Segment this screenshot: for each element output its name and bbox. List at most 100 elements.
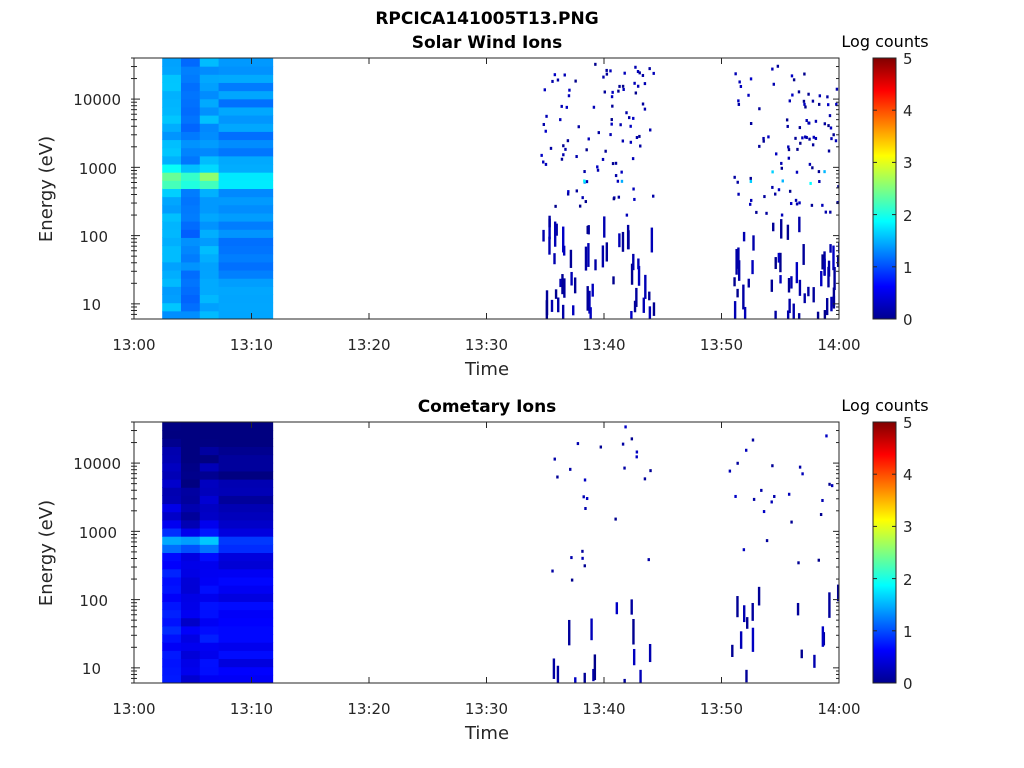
spectrogram-cell — [162, 552, 182, 562]
count-mark — [814, 136, 818, 140]
count-mark — [570, 271, 573, 286]
spectrogram-cell — [181, 229, 201, 238]
spectrogram-cell — [199, 454, 220, 464]
count-mark — [763, 195, 766, 199]
count-mark — [731, 644, 734, 657]
count-mark — [633, 81, 636, 85]
count-mark — [568, 88, 571, 92]
count-mark — [632, 187, 635, 191]
count-mark — [583, 478, 587, 482]
count-mark — [561, 304, 565, 319]
count-mark — [559, 278, 562, 288]
count-mark — [587, 225, 590, 235]
spectrogram-cell — [162, 58, 182, 67]
count-mark — [621, 442, 625, 446]
y-tick-label: 100 — [79, 228, 108, 246]
spectrogram-cell — [181, 430, 201, 439]
count-mark — [609, 69, 612, 73]
spectrogram-cell — [181, 503, 201, 513]
spectrogram-cell — [199, 528, 220, 537]
spectrogram-cell — [162, 180, 182, 189]
count-mark — [800, 649, 803, 659]
panel-solar-wind: Solar Wind Ions 13:00 13:10 13:20 13:30 … — [36, 32, 929, 380]
spectrogram-cell — [162, 430, 182, 439]
spectrogram-cell — [218, 172, 274, 181]
count-mark — [634, 65, 637, 69]
count-mark — [634, 91, 638, 95]
spectrogram-cell — [181, 674, 201, 683]
spectrogram-cell — [181, 560, 201, 570]
count-mark — [751, 260, 754, 275]
count-mark — [638, 71, 641, 75]
spectrogram-cell — [181, 196, 201, 206]
count-mark — [578, 204, 582, 208]
spectrogram-cell — [181, 245, 201, 255]
count-mark — [830, 484, 834, 488]
y-tick-label: 1000 — [79, 160, 117, 178]
count-mark — [603, 90, 606, 94]
count-mark — [770, 500, 773, 504]
spectrogram-cell — [218, 261, 274, 271]
spectrogram-cell — [162, 422, 182, 431]
spectrogram-cell — [199, 180, 220, 189]
count-mark — [808, 162, 812, 166]
spectrogram-cell — [162, 642, 182, 651]
spectrogram-cell — [199, 625, 220, 635]
count-mark — [612, 197, 616, 201]
count-mark — [817, 558, 820, 562]
count-mark — [807, 92, 810, 96]
count-mark — [636, 84, 640, 88]
count-mark — [637, 258, 640, 270]
count-mark — [735, 248, 738, 275]
count-mark — [827, 149, 831, 153]
count-mark — [808, 137, 811, 141]
count-mark — [560, 157, 564, 161]
spectrogram-cell — [162, 462, 182, 472]
count-mark — [771, 464, 774, 468]
count-mark — [821, 626, 825, 647]
x-axis: 13:00 13:10 13:20 13:30 13:40 13:50 14:0… — [112, 700, 860, 718]
spectrogram-cell — [162, 221, 182, 230]
count-mark — [751, 627, 755, 652]
count-mark — [585, 148, 588, 152]
count-mark — [627, 116, 631, 120]
count-mark — [772, 82, 775, 86]
spectrogram-cell — [218, 430, 274, 439]
spectrogram-cell — [162, 164, 182, 173]
count-mark — [828, 592, 831, 618]
count-mark — [743, 605, 746, 623]
spectrogram-cell — [162, 237, 182, 247]
count-mark — [630, 310, 633, 319]
spectrogram-cell — [162, 560, 182, 570]
count-mark — [832, 245, 835, 271]
count-mark — [592, 668, 595, 682]
count-mark — [561, 274, 564, 295]
spectrogram-cell — [218, 495, 274, 505]
spectrogram-cell — [199, 593, 220, 602]
count-mark — [621, 231, 625, 252]
spectrogram-cells — [162, 58, 839, 319]
spectrogram-cell — [181, 593, 201, 602]
count-mark — [795, 262, 799, 284]
count-mark — [749, 121, 753, 125]
count-mark — [620, 170, 623, 174]
spectrogram-cell — [181, 568, 201, 578]
spectrogram-cell — [199, 155, 220, 165]
count-mark — [604, 149, 607, 153]
spectrogram-cell — [181, 66, 201, 75]
count-mark — [610, 122, 613, 126]
count-mark — [798, 201, 801, 205]
count-mark — [817, 170, 821, 174]
spectrogram-cell — [162, 123, 182, 132]
spectrogram-cell — [162, 229, 182, 238]
y-tick-label: 10000 — [73, 91, 121, 109]
count-mark — [771, 67, 774, 71]
spectrogram-cell — [162, 302, 182, 312]
count-mark — [799, 141, 802, 145]
count-mark — [631, 157, 635, 161]
spectrogram-cell — [162, 576, 182, 586]
count-mark — [762, 136, 765, 140]
spectrogram-cell — [199, 666, 220, 676]
count-mark — [830, 296, 833, 312]
spectrogram-cell — [199, 286, 220, 296]
